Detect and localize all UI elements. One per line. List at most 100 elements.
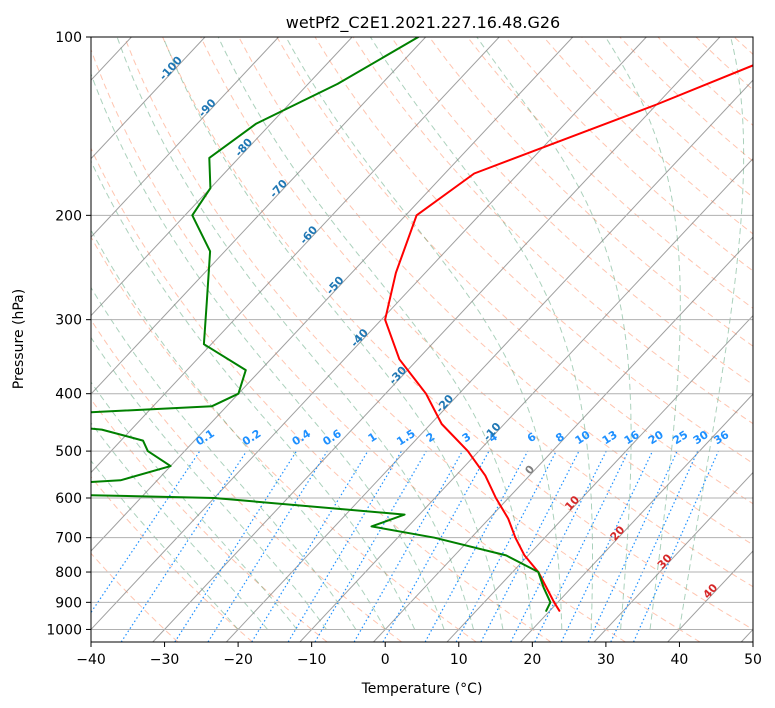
profile-lines <box>91 37 753 612</box>
isotherm-line <box>373 236 753 642</box>
chart-title: wetPf2_C2E1.2021.227.16.48.G26 <box>286 13 560 33</box>
mixing-ratio-label: 13 <box>600 428 620 447</box>
isotherm-line <box>91 37 427 395</box>
mixing-ratio-line <box>91 450 201 614</box>
dry-adiabat-line <box>124 37 701 642</box>
moist-adiabat-line <box>91 459 239 630</box>
dry-adiabat-line <box>91 552 179 642</box>
isotherm-line <box>91 37 279 238</box>
mixing-ratio-line <box>534 450 629 642</box>
mixing-ratio-line <box>314 450 427 642</box>
isotherm-label: -90 <box>196 96 219 120</box>
y-tick-label: 600 <box>55 491 82 507</box>
moist-adiabat-line <box>605 37 681 630</box>
isotherm-line <box>225 79 753 642</box>
isotherm-label: 10 <box>562 493 582 513</box>
isotherm-line <box>91 37 206 160</box>
dry-adiabat-line <box>428 37 753 347</box>
isotherm-line <box>91 37 647 631</box>
mixing-ratio-line <box>633 450 719 642</box>
mixing-ratio-line <box>560 450 654 642</box>
mixing-ratio-label: 1 <box>366 430 380 445</box>
y-tick-label: 800 <box>55 565 82 581</box>
dry-adiabat-line <box>162 37 753 630</box>
plot-frame <box>90 36 754 643</box>
dry-adiabat-line <box>91 236 477 642</box>
moist-adiabat-line <box>162 37 504 630</box>
moist-adiabat-line <box>91 286 357 630</box>
mixing-ratio-line <box>424 450 529 642</box>
x-tick-label: −20 <box>223 652 253 668</box>
mixing-ratio-line <box>353 450 463 642</box>
dry-adiabat-line <box>543 37 753 235</box>
isotherm-line <box>0 37 58 642</box>
dry-adiabat-line <box>200 37 753 588</box>
mixing-ratio-line <box>382 450 490 642</box>
isotherm-line <box>299 157 753 642</box>
dry-adiabat-line <box>276 37 753 505</box>
y-tick-label: 400 <box>55 387 82 403</box>
x-tick-label: 10 <box>450 652 468 668</box>
mixing-ratio-line <box>174 450 297 642</box>
mixing-ratio-label: 0.2 <box>240 427 263 449</box>
mixing-ratio-label: 3 <box>460 430 474 445</box>
x-axis-label: Temperature (°C) <box>361 681 483 697</box>
pressure-grid <box>91 37 753 630</box>
isotherm-line <box>152 37 721 642</box>
x-tick-label: 50 <box>744 652 762 668</box>
moist-adiabat-line <box>678 37 745 630</box>
series-line <box>91 37 552 612</box>
isotherm-label: 40 <box>700 581 720 601</box>
dry-adiabat-line <box>91 147 552 642</box>
dry-adiabat-line <box>238 37 753 546</box>
isotherm-label: -20 <box>433 392 456 416</box>
mixing-ratio-line <box>587 450 678 642</box>
series-line <box>384 64 753 612</box>
isotherm-label: -60 <box>297 223 320 247</box>
moist-adiabat-line <box>91 229 386 630</box>
x-tick-label: −30 <box>150 652 180 668</box>
mixing-ratio-label: 25 <box>670 428 690 447</box>
mixing-ratio-line <box>120 450 248 642</box>
mixing-ratio-line <box>610 450 699 642</box>
mixing-ratio-line <box>207 450 328 642</box>
isotherm-line <box>91 37 574 552</box>
isotherm-label: -40 <box>348 326 371 350</box>
background-labels: 0.1 0.2 0.4 0.6 1 1.5 2 3 4 6 8 10 13 16 20 25 30 36-100-… <box>157 54 732 602</box>
moist-adiabat-line <box>369 37 593 630</box>
x-tick-label: 0 <box>381 652 390 668</box>
moist-adiabat-line <box>91 160 416 630</box>
isotherm-line <box>740 628 753 642</box>
background-lines <box>0 37 753 642</box>
moist-adiabat-line <box>91 381 298 630</box>
moist-adiabat-line <box>217 37 533 630</box>
y-tick-label: 100 <box>55 30 82 46</box>
dry-adiabat-line <box>581 37 753 198</box>
mixing-ratio-label: 0.1 <box>193 427 216 449</box>
dry-adiabat-line <box>91 398 328 642</box>
mixing-ratio-line <box>287 450 403 642</box>
moist-adiabat-line <box>91 336 327 630</box>
isotherm-label: -10 <box>481 420 504 444</box>
moist-adiabat-line <box>116 37 474 630</box>
mixing-ratio-label: 0.4 <box>290 427 314 449</box>
isotherm-line <box>667 550 753 642</box>
y-tick-label: 700 <box>55 531 82 547</box>
isotherm-line <box>91 37 500 474</box>
x-axis-ticks: −40 −30 −20 −10 0 10 20 30 40 50 <box>76 642 762 668</box>
dry-adiabat-line <box>733 37 753 56</box>
y-tick-label: 200 <box>55 208 82 224</box>
x-tick-label: 30 <box>597 652 615 668</box>
mixing-ratio-label: 30 <box>691 428 711 447</box>
mixing-ratio-label: 20 <box>646 428 666 447</box>
isotherm-label: -70 <box>267 177 290 201</box>
mixing-ratio-label: 36 <box>711 428 731 447</box>
dry-adiabat-line <box>467 37 753 309</box>
dry-adiabat-line <box>352 37 753 425</box>
x-tick-label: −40 <box>76 652 106 668</box>
isotherm-label: 20 <box>608 523 628 543</box>
dry-adiabat-line <box>91 48 626 642</box>
x-tick-label: 20 <box>523 652 541 668</box>
dry-adiabat-line <box>91 476 253 642</box>
